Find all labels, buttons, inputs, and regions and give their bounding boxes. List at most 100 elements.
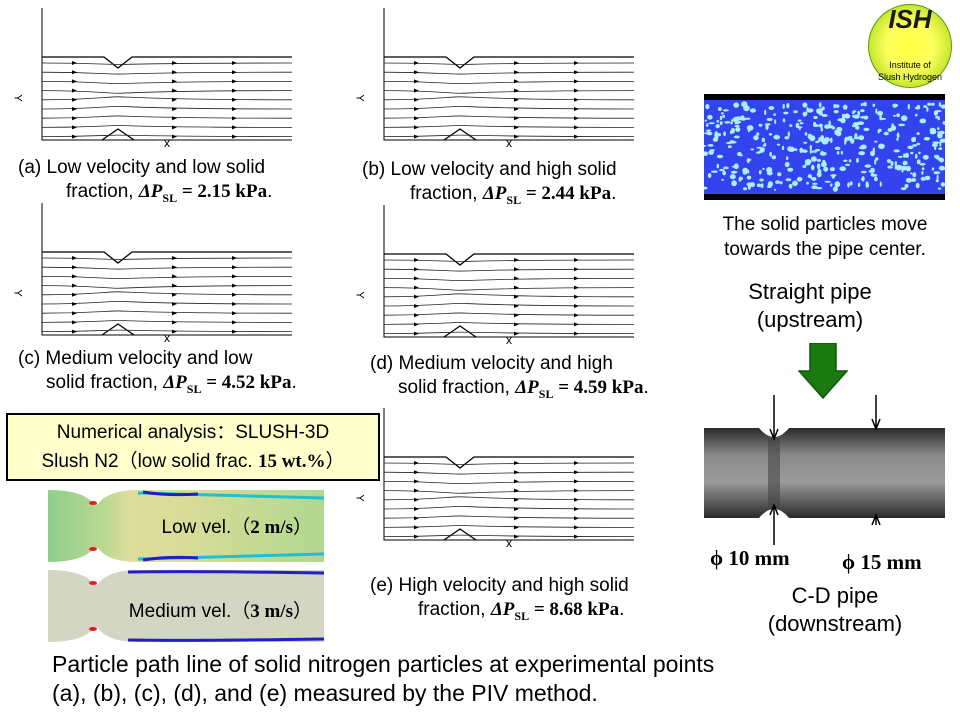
particle	[750, 148, 754, 151]
plot-caption-e: (e) High velocity and high solid fractio…	[370, 574, 629, 628]
particle	[740, 117, 747, 121]
particle	[860, 170, 867, 174]
streamline	[383, 534, 635, 537]
particle	[895, 164, 903, 171]
flow-arrowhead	[514, 294, 519, 299]
particle	[829, 125, 834, 129]
particle	[833, 103, 837, 109]
particle	[822, 159, 826, 164]
particle	[935, 116, 940, 119]
dimension-arrows	[769, 395, 881, 545]
dp-value: = 8.68 kPa	[529, 599, 620, 620]
particle	[768, 106, 775, 110]
flow-arrowhead	[72, 61, 77, 65]
axis-x-label: x	[164, 136, 170, 149]
particle	[783, 111, 789, 115]
streamline	[41, 266, 293, 270]
particle	[767, 185, 772, 188]
particle	[727, 145, 732, 149]
particle	[781, 145, 785, 151]
flow-arrowhead	[72, 292, 77, 297]
streamline	[383, 62, 635, 65]
dp-sub: SL	[506, 192, 522, 207]
particle	[940, 182, 945, 187]
particle	[886, 159, 892, 163]
particle	[940, 104, 945, 109]
caption-prefix: fraction,	[66, 181, 139, 202]
particle	[748, 158, 752, 161]
streamline	[41, 134, 293, 137]
particle	[774, 119, 777, 125]
particle	[716, 163, 720, 169]
particle	[937, 127, 940, 130]
particle	[852, 111, 855, 115]
particle	[705, 123, 709, 127]
flow-arrowhead	[172, 70, 177, 75]
flow-arrowhead	[232, 125, 237, 130]
particle	[820, 161, 827, 168]
particle	[900, 187, 907, 191]
particle	[720, 112, 724, 115]
sim-medium-bold: 3 m/s	[250, 601, 293, 622]
flow-arrowhead	[574, 116, 579, 121]
particle	[902, 160, 908, 166]
particle	[916, 132, 920, 136]
particle	[787, 167, 794, 172]
streamline	[41, 115, 293, 119]
particle	[722, 109, 729, 112]
particle	[935, 179, 939, 183]
flow-arrowhead	[574, 507, 579, 511]
flow-arrowhead	[574, 79, 579, 84]
streamline	[383, 278, 635, 282]
flow-arrowhead	[232, 283, 237, 288]
particle	[833, 110, 839, 114]
particle	[718, 107, 722, 111]
particle	[815, 140, 819, 144]
particle	[762, 144, 765, 147]
straight-pipe-label: Straight pipe (upstream)	[700, 278, 920, 334]
particle	[893, 149, 900, 153]
flow-arrowhead	[414, 331, 419, 336]
particle	[765, 124, 769, 131]
particle	[786, 102, 790, 109]
particle	[836, 151, 840, 155]
particle	[870, 150, 875, 157]
particle	[905, 177, 912, 183]
particle	[894, 165, 897, 170]
flow-arrowhead	[72, 256, 77, 260]
flow-arrowhead	[172, 79, 177, 84]
flow-arrowhead	[574, 525, 579, 530]
particle	[714, 131, 719, 138]
particle	[875, 157, 879, 161]
particle	[931, 102, 935, 106]
particle	[721, 178, 724, 181]
flow-arrowhead	[414, 479, 419, 484]
axis-y-label: Y	[353, 494, 366, 502]
particle	[724, 121, 731, 124]
particle	[841, 113, 846, 117]
particle	[862, 102, 867, 106]
particle	[836, 126, 843, 132]
flow-arrowhead	[172, 107, 177, 111]
flow-arrowhead	[414, 107, 419, 111]
flow-arrowhead	[514, 507, 519, 511]
flow-arrowhead	[172, 88, 177, 93]
flow-arrowhead	[414, 507, 419, 511]
particle	[858, 151, 865, 156]
particle	[788, 183, 793, 189]
flow-arrowhead	[574, 70, 579, 75]
axis-x-label: x	[506, 333, 512, 346]
particle	[834, 146, 841, 150]
logo-sub1: Institute of	[889, 60, 931, 70]
particle	[809, 135, 816, 142]
streamline-plot-a: x	[41, 8, 293, 149]
plot-axes	[383, 408, 634, 541]
particle	[710, 170, 718, 173]
flow-arrowhead	[414, 461, 419, 465]
particle	[704, 119, 707, 122]
dp-symbol: ΔP	[482, 183, 507, 204]
particle	[730, 121, 733, 125]
particle	[756, 151, 762, 154]
particle	[937, 118, 941, 121]
particle	[870, 172, 874, 176]
